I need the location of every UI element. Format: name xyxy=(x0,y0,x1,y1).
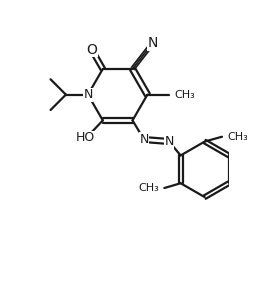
Text: CH₃: CH₃ xyxy=(138,183,159,193)
Text: O: O xyxy=(86,43,97,57)
Text: N: N xyxy=(164,135,174,148)
Text: N: N xyxy=(148,36,158,50)
Text: N: N xyxy=(139,133,149,146)
Text: N: N xyxy=(83,88,93,101)
Text: CH₃: CH₃ xyxy=(175,90,196,100)
Text: CH₃: CH₃ xyxy=(227,132,248,142)
Text: HO: HO xyxy=(76,131,95,144)
